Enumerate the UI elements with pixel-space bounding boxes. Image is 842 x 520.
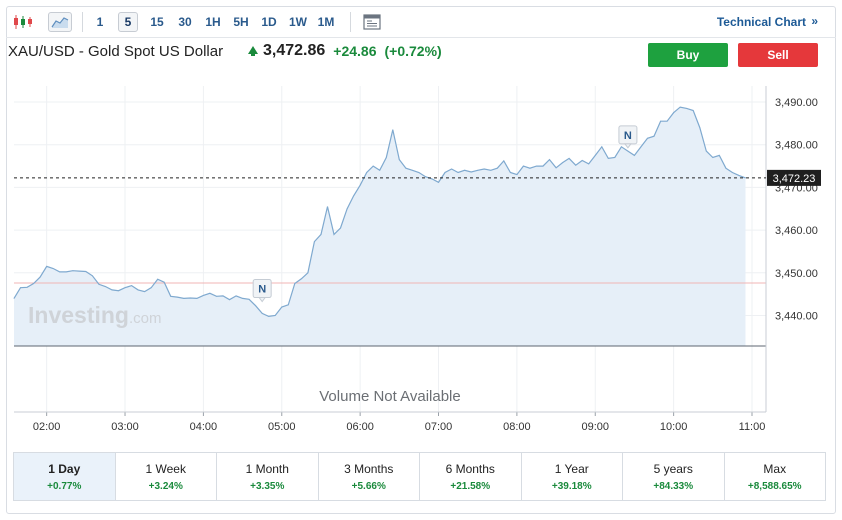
period-change: +0.77%: [47, 480, 82, 492]
period-label: 1 Week: [145, 461, 186, 476]
timeframe-1d-button[interactable]: 1D: [261, 15, 277, 29]
period-label: 6 Months: [445, 461, 495, 476]
timeframe-1-button[interactable]: 1: [96, 15, 104, 29]
period-label: Max: [763, 461, 787, 476]
period-tab-1-month[interactable]: 1 Month +3.35%: [217, 453, 319, 500]
period-tab-1-day[interactable]: 1 Day +0.77%: [14, 453, 116, 500]
toolbar-divider: [82, 12, 83, 32]
timeframe-30-button[interactable]: 30: [178, 15, 192, 29]
timeframe-1h-button[interactable]: 1H: [205, 15, 221, 29]
candlestick-chart-icon[interactable]: [12, 12, 34, 32]
timeframe-5-button[interactable]: 5: [118, 12, 138, 32]
period-label: 1 Year: [554, 461, 589, 476]
price-change-percent: (+0.72%): [384, 43, 442, 59]
period-change: +3.35%: [250, 480, 285, 492]
period-label: 5 years: [653, 461, 693, 476]
chart-widget: [6, 6, 836, 514]
timeframe-1m-button[interactable]: 1M: [317, 15, 335, 29]
up-arrow-icon: [248, 46, 258, 56]
period-change: +84.33%: [653, 480, 694, 492]
period-tab-1-year[interactable]: 1 Year +39.18%: [522, 453, 623, 500]
period-change: +8,588.65%: [747, 480, 802, 492]
price-summary: 3,472.86 +24.86 (+0.72%): [248, 42, 442, 60]
period-change: +3.24%: [148, 480, 183, 492]
price-change: +24.86: [333, 43, 377, 59]
calendar-table-icon[interactable]: [361, 12, 383, 32]
chart-toolbar: 1 5 15 30 1H 5H 1D 1W 1M Technical Chart…: [6, 6, 836, 38]
symbol-name: XAU/USD - Gold Spot US Dollar: [8, 43, 224, 60]
period-change: +39.18%: [551, 480, 592, 492]
area-chart-icon[interactable]: [48, 12, 72, 32]
sell-button[interactable]: Sell: [738, 43, 818, 67]
timeframe-1w-button[interactable]: 1W: [289, 15, 307, 29]
double-chevron-right-icon: »: [811, 14, 818, 28]
timeframe-5h-button[interactable]: 5H: [233, 15, 249, 29]
period-tab-1-week[interactable]: 1 Week +3.24%: [116, 453, 217, 500]
performance-periods: 1 Day +0.77% 1 Week +3.24% 1 Month +3.35% 3 Mo…: [13, 452, 826, 501]
period-tab-3-months[interactable]: 3 Months +5.66%: [319, 453, 420, 500]
period-change: +5.66%: [351, 480, 386, 492]
timeframe-15-button[interactable]: 15: [150, 15, 164, 29]
period-label: 1 Day: [48, 461, 81, 476]
buy-button[interactable]: Buy: [648, 43, 728, 67]
period-tab-max[interactable]: Max +8,588.65%: [725, 453, 826, 500]
period-label: 1 Month: [245, 461, 289, 476]
period-label: 3 Months: [344, 461, 394, 476]
period-tab-6-months[interactable]: 6 Months +21.58%: [420, 453, 522, 500]
last-price: 3,472.86: [263, 42, 326, 59]
period-tab-5-years[interactable]: 5 years +84.33%: [623, 453, 725, 500]
technical-chart-link[interactable]: Technical Chart: [716, 15, 806, 29]
period-change: +21.58%: [450, 480, 491, 492]
toolbar-divider: [350, 12, 351, 32]
